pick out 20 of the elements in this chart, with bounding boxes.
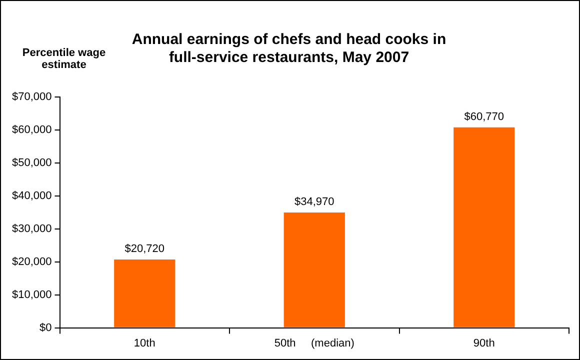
x-tick-label: 10th (134, 337, 156, 350)
text: full-service restaurants, May 2007 (168, 49, 410, 66)
data-label: $20,720 (124, 243, 165, 256)
data-label: $60,770 (464, 110, 504, 123)
bar (284, 212, 345, 328)
bar (454, 127, 515, 328)
data-label: $34,970 (294, 196, 334, 208)
y-axis-title: Percentile wage estimate (21, 47, 107, 71)
y-tick-label: $70,000 (12, 91, 52, 104)
y-tick-label: $30,000 (12, 222, 52, 235)
text: Annual earnings of chefs and head cooks in (132, 31, 446, 48)
y-tick-label: $60,000 (12, 124, 52, 136)
x-tick-label: 50th (median) (274, 337, 354, 350)
y-tick-label: $0 (40, 322, 52, 334)
y-tick-label: $40,000 (12, 190, 52, 202)
y-tick-label: $50,000 (12, 156, 52, 169)
x-tick-label: 90th (473, 337, 495, 350)
y-tick-label: $20,000 (12, 256, 52, 268)
y-tick-label: $10,000 (12, 288, 52, 301)
bar (114, 259, 176, 328)
